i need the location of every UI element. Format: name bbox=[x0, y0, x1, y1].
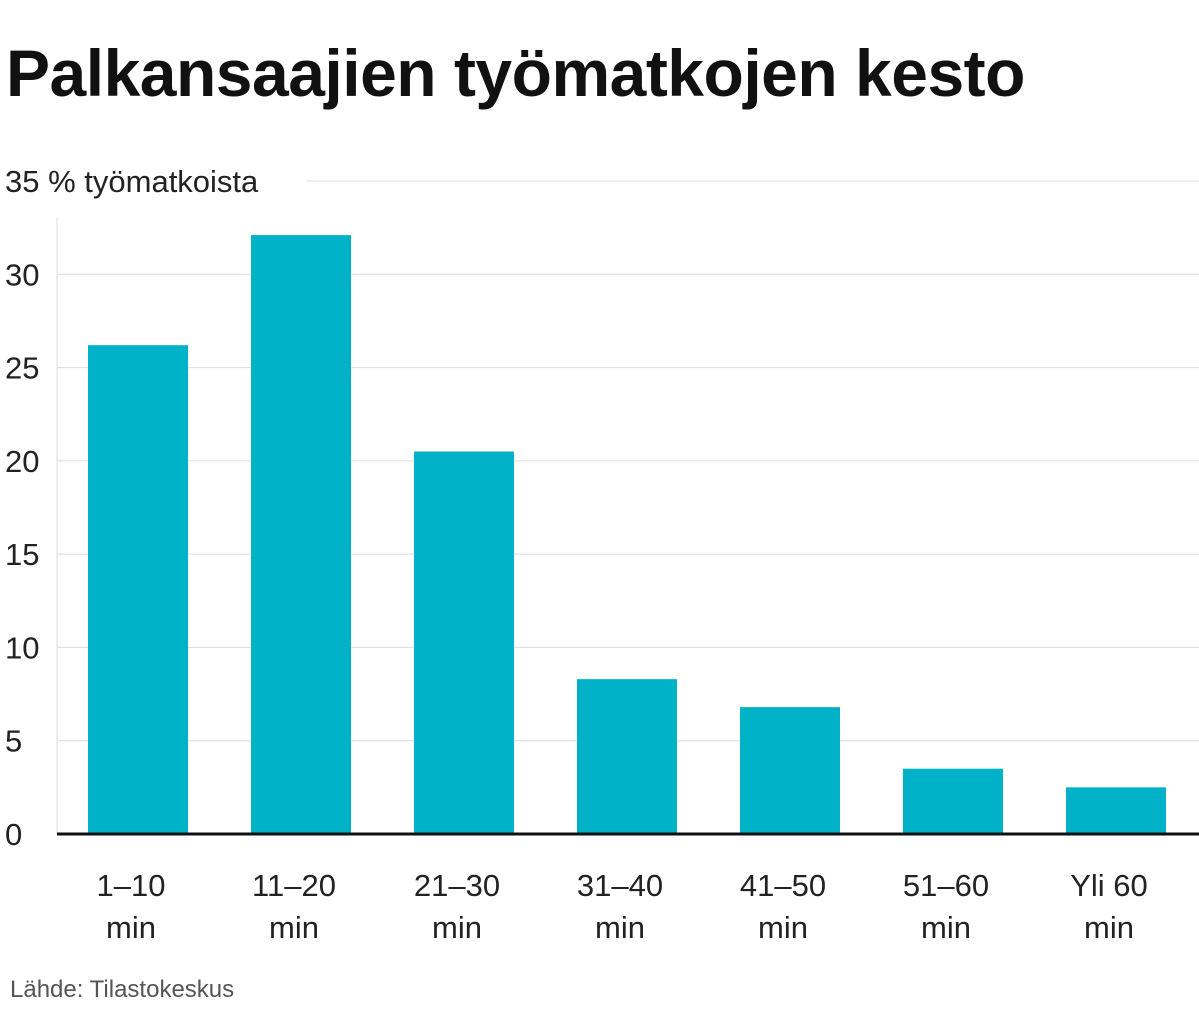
bar bbox=[740, 707, 840, 834]
x-tick-label: 41–50 bbox=[740, 868, 826, 903]
y-axis-tick-labels: 0 5 10 15 20 25 30 35 % työmatkoista bbox=[5, 164, 259, 852]
source-note: Lähde: Tilastokeskus bbox=[10, 976, 235, 1003]
x-tick-label: min bbox=[921, 910, 971, 945]
x-tick-label: 1–10 bbox=[97, 868, 166, 903]
x-tick-label: min bbox=[432, 910, 482, 945]
x-tick-label: min bbox=[269, 910, 319, 945]
y-tick-label: 15 bbox=[5, 537, 39, 572]
y-tick-label: 35 % työmatkoista bbox=[5, 164, 259, 199]
x-tick-label: min bbox=[1084, 910, 1134, 945]
x-axis-category-labels: 1–10 min 11–20 min 21–30 min 31–40 min 41–50 min 5… bbox=[97, 868, 1148, 945]
x-tick-label: 21–30 bbox=[414, 868, 500, 903]
y-tick-label: 30 bbox=[5, 257, 39, 292]
y-tick-label: 5 bbox=[5, 724, 22, 759]
x-tick-label: 51–60 bbox=[903, 868, 989, 903]
y-tick-label: 25 bbox=[5, 351, 39, 386]
bar bbox=[903, 768, 1003, 834]
x-tick-label: min bbox=[758, 910, 808, 945]
bar bbox=[577, 679, 677, 834]
y-tick-label: 0 bbox=[5, 817, 22, 852]
gridlines bbox=[56, 180, 1199, 834]
x-tick-label: min bbox=[106, 910, 156, 945]
bar bbox=[251, 235, 351, 834]
x-tick-label: min bbox=[595, 910, 645, 945]
x-tick-label: Yli 60 bbox=[1070, 868, 1148, 903]
x-tick-label: 31–40 bbox=[577, 868, 663, 903]
y-tick-label: 20 bbox=[5, 444, 39, 479]
y-tick-label: 10 bbox=[5, 630, 39, 665]
bar bbox=[88, 345, 188, 834]
chart-title: Palkansaajien työmatkojen kesto bbox=[6, 36, 1025, 110]
bar bbox=[1066, 787, 1166, 834]
x-tick-label: 11–20 bbox=[252, 868, 336, 903]
bars bbox=[88, 235, 1166, 834]
bar bbox=[414, 451, 514, 834]
